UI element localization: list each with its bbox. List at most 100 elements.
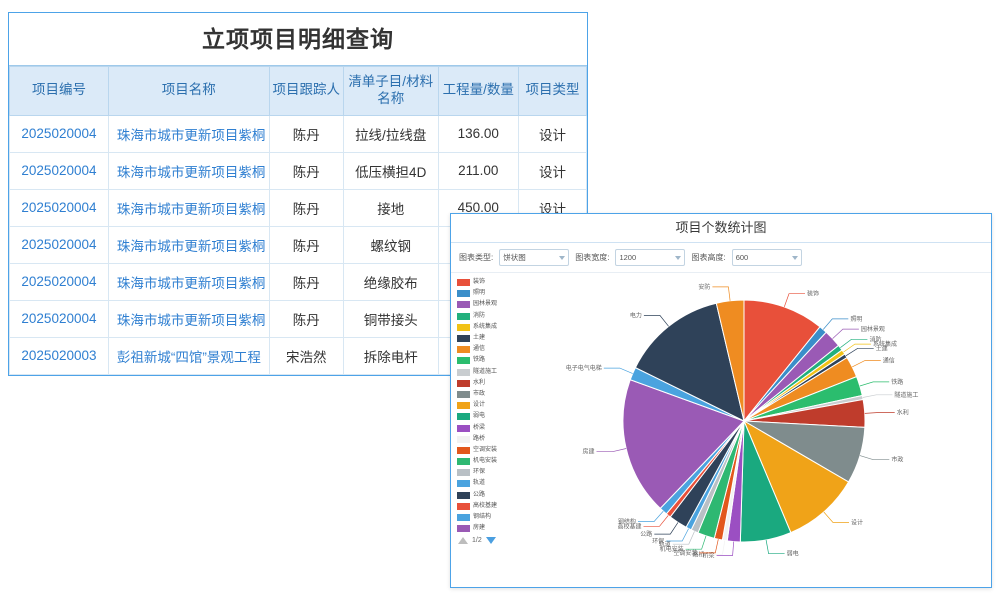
legend-item[interactable]: 轨道: [457, 478, 521, 489]
pie-label-leader: [706, 540, 726, 555]
legend-swatch-icon: [457, 379, 470, 387]
pie-slice-label: 电子电气电梯: [566, 364, 602, 372]
legend-item[interactable]: 园林景观: [457, 299, 521, 310]
legend-item[interactable]: 消防: [457, 311, 521, 322]
chevron-down-icon: [791, 255, 798, 260]
legend-item[interactable]: 房建: [457, 523, 521, 534]
column-header-project-name[interactable]: 项目名称: [107, 66, 270, 116]
legend-item[interactable]: 公路: [457, 490, 521, 501]
column-header-tracker[interactable]: 项目跟踪人: [268, 66, 344, 116]
pie-label-leader: [864, 412, 895, 414]
pie-slice-label: 弱电: [787, 550, 799, 558]
legend-item[interactable]: 市政: [457, 389, 521, 400]
pie-label-leader: [638, 510, 664, 522]
cell-item-name: 拆除电杆: [342, 336, 439, 375]
cell-project-name[interactable]: 珠海市城市更新项目紫桐: [107, 225, 270, 264]
legend-item[interactable]: 隧道施工: [457, 367, 521, 378]
cell-project-code[interactable]: 2025020004: [9, 188, 109, 227]
table-row[interactable]: 2025020004 珠海市城市更新项目紫桐 陈丹 拉线/拉线盘 136.00 设计: [9, 114, 588, 153]
legend-item[interactable]: 土建: [457, 333, 521, 344]
legend-item[interactable]: 桥梁: [457, 422, 521, 433]
legend-item[interactable]: 空调安装: [457, 445, 521, 456]
chart-toolbar: 图表类型: 饼状图 图表宽度: 1200 图表高度: 600: [451, 243, 991, 273]
legend-item[interactable]: 弱电: [457, 411, 521, 422]
legend-item[interactable]: 铁路: [457, 355, 521, 366]
legend-item[interactable]: 环保: [457, 467, 521, 478]
pie-chart: 装饰 照明 园林景观 消防 系统集成 土建 通信 铁路 隧道施工 水利 市政 设计 弱电 桥梁 路桥 空调安装…: [529, 273, 991, 587]
legend-item[interactable]: 路桥: [457, 434, 521, 445]
pie-label-leader: [712, 286, 731, 301]
chart-type-value: 饼状图: [503, 253, 526, 262]
pie-label-leader: [716, 541, 735, 556]
pie-slice-label: 铁路: [891, 378, 903, 386]
cell-item-name: 螺纹钢: [342, 225, 439, 264]
cell-project-code[interactable]: 2025020004: [9, 114, 109, 153]
legend-label: 公路: [473, 491, 486, 498]
cell-project-code[interactable]: 2025020003: [9, 336, 109, 375]
legend-pager[interactable]: 1/2: [457, 537, 521, 545]
legend-label: 轨道: [473, 480, 486, 487]
pie-slice-label: 空调安装: [673, 549, 697, 557]
column-header-project-code[interactable]: 项目编号: [9, 66, 109, 116]
legend-item[interactable]: 通信: [457, 344, 521, 355]
cell-item-name: 低压横担4D: [342, 151, 439, 190]
cell-project-name[interactable]: 珠海市城市更新项目紫桐: [107, 262, 270, 301]
legend-swatch-icon: [457, 469, 470, 477]
pie-slice[interactable]: [634, 302, 745, 422]
triangle-down-icon[interactable]: [485, 537, 496, 545]
pie-slice-label: 照明: [850, 316, 862, 323]
legend-item[interactable]: 照明: [457, 288, 521, 299]
column-header-project-type[interactable]: 项目类型: [517, 66, 588, 116]
column-header-quantity[interactable]: 工程量/数量: [437, 66, 519, 116]
chevron-down-icon: [675, 255, 682, 260]
chart-width-select[interactable]: 1200: [615, 249, 686, 266]
legend-item[interactable]: 高校基建: [457, 501, 521, 512]
pie-slice[interactable]: [743, 299, 821, 423]
legend-swatch-icon: [457, 335, 470, 343]
pie-slice-label: 水利: [897, 409, 909, 417]
legend-swatch-icon: [457, 279, 470, 287]
cell-project-code[interactable]: 2025020004: [9, 262, 109, 301]
pie-slice-label: 市政: [891, 456, 903, 464]
cell-project-name[interactable]: 珠海市城市更新项目紫桐: [107, 114, 270, 153]
legend-item[interactable]: 设计: [457, 400, 521, 411]
legend-label: 路桥: [473, 435, 486, 442]
pie-label-leader: [852, 360, 881, 368]
legend-item[interactable]: 系统集成: [457, 322, 521, 333]
cell-project-name[interactable]: 彭祖新城“四馆”景观工程: [107, 336, 270, 375]
pie-slice-label: 高校基建: [618, 522, 642, 530]
cell-project-name[interactable]: 珠海市城市更新项目紫桐: [107, 299, 270, 338]
legend-swatch-icon: [457, 458, 470, 466]
cell-tracker: 陈丹: [268, 114, 344, 153]
cell-project-code[interactable]: 2025020004: [9, 299, 109, 338]
legend-item[interactable]: 水利: [457, 378, 521, 389]
statistics-chart-panel: 项目个数统计图 图表类型: 饼状图 图表宽度: 1200 图表高度: 600 装…: [450, 213, 992, 588]
legend-item[interactable]: 装饰: [457, 277, 521, 288]
cell-item-name: 接地: [342, 188, 439, 227]
pie-slice-label: 安防: [698, 283, 710, 291]
legend-label: 系统集成: [473, 323, 498, 330]
legend-swatch-icon: [457, 312, 470, 320]
column-header-item-name[interactable]: 清单子目/材料名称: [342, 66, 439, 116]
pie-slice-label: 园林景观: [861, 325, 885, 333]
table-row[interactable]: 2025020004 珠海市城市更新项目紫桐 陈丹 低压横担4D 211.00 设计: [9, 151, 588, 190]
legend-swatch-icon: [457, 301, 470, 309]
pie-slice[interactable]: [715, 299, 745, 422]
legend-item[interactable]: 钢结构: [457, 512, 521, 523]
pie-label-leader: [672, 531, 695, 545]
legend-item[interactable]: 机电安装: [457, 456, 521, 467]
cell-project-code[interactable]: 2025020004: [9, 151, 109, 190]
cell-project-name[interactable]: 珠海市城市更新项目紫桐: [107, 188, 270, 227]
chart-type-select[interactable]: 饼状图: [499, 249, 570, 266]
cell-tracker: 陈丹: [268, 188, 344, 227]
chart-width-value: 1200: [619, 253, 637, 262]
cell-project-code[interactable]: 2025020004: [9, 225, 109, 264]
cell-project-name[interactable]: 珠海市城市更新项目紫桐: [107, 151, 270, 190]
legend-label: 高校基建: [473, 502, 498, 509]
project-detail-table: 项目编号 项目名称 项目跟踪人 清单子目/材料名称 工程量/数量 项目类型 20…: [9, 66, 588, 375]
pie-slice[interactable]: [742, 419, 850, 534]
pie-label-leader: [699, 539, 719, 554]
chart-height-select[interactable]: 600: [731, 249, 802, 266]
triangle-up-icon[interactable]: [458, 537, 468, 545]
chart-type-label: 图表类型:: [459, 253, 494, 262]
